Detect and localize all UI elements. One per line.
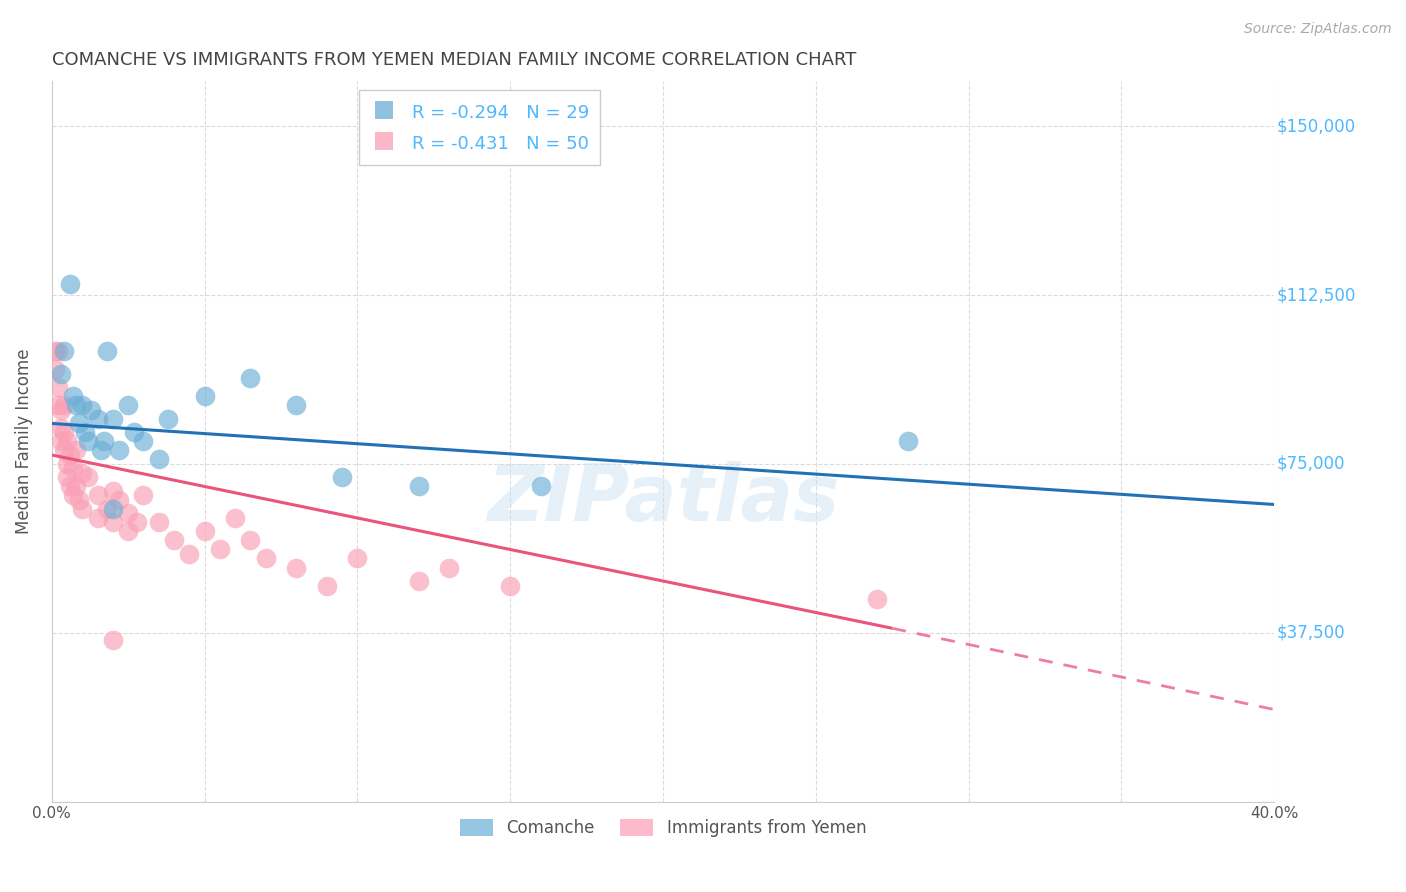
Point [148,516,170,530]
Point [59,277,82,291]
Point [117,507,139,521]
Point [53,443,76,458]
Point [254,551,277,566]
Point [53,425,76,440]
Point [77,434,100,449]
Point [101,632,124,647]
Point [346,551,368,566]
Point [49,434,72,449]
Point [179,547,201,561]
Point [239,371,262,385]
Point [86,511,108,525]
Point [108,443,131,458]
Point [46,344,69,359]
Point [77,470,100,484]
Point [62,461,84,475]
Point [53,399,76,413]
Point [72,399,94,413]
Point [285,560,308,574]
Point [132,488,155,502]
Point [96,502,118,516]
Text: $150,000: $150,000 [1277,118,1355,136]
Point [866,592,889,607]
Point [86,412,108,426]
Point [67,417,90,431]
Point [193,389,215,403]
Text: $37,500: $37,500 [1277,624,1346,641]
Point [56,434,79,449]
Point [46,399,69,413]
Legend: Comanche, Immigrants from Yemen: Comanche, Immigrants from Yemen [453,812,873,844]
Point [330,470,353,484]
Y-axis label: Median Family Income: Median Family Income [15,349,32,534]
Point [62,389,84,403]
Text: $112,500: $112,500 [1277,286,1357,304]
Point [44,362,66,376]
Point [163,533,186,548]
Text: COMANCHE VS IMMIGRANTS FROM YEMEN MEDIAN FAMILY INCOME CORRELATION CHART: COMANCHE VS IMMIGRANTS FROM YEMEN MEDIAN… [52,51,856,69]
Point [117,524,139,539]
Point [408,574,430,588]
Point [208,542,231,557]
Point [408,479,430,493]
Point [101,516,124,530]
Point [67,493,90,508]
Point [93,434,115,449]
Point [96,344,118,359]
Point [65,479,87,493]
Point [156,412,179,426]
Text: ZIPatlas: ZIPatlas [486,461,839,537]
Point [896,434,918,449]
Point [148,452,170,467]
Point [59,448,82,462]
Point [49,421,72,435]
Point [224,511,246,525]
Point [117,399,139,413]
Point [75,425,97,440]
Point [80,403,103,417]
Point [49,367,72,381]
Point [49,403,72,417]
Point [44,344,66,359]
Point [127,516,149,530]
Point [56,457,79,471]
Point [122,425,145,440]
Point [285,399,308,413]
Point [90,443,112,458]
Point [108,493,131,508]
Point [437,560,460,574]
Point [315,578,337,592]
Point [65,443,87,458]
Point [86,488,108,502]
Text: $75,000: $75,000 [1277,455,1346,473]
Point [101,502,124,516]
Point [193,524,215,539]
Text: Source: ZipAtlas.com: Source: ZipAtlas.com [1244,22,1392,37]
Point [101,412,124,426]
Point [72,502,94,516]
Point [101,483,124,498]
Point [59,479,82,493]
Point [72,466,94,480]
Point [62,488,84,502]
Point [499,578,522,592]
Point [46,380,69,394]
Point [53,344,76,359]
Point [239,533,262,548]
Point [530,479,553,493]
Point [65,399,87,413]
Point [56,470,79,484]
Point [132,434,155,449]
